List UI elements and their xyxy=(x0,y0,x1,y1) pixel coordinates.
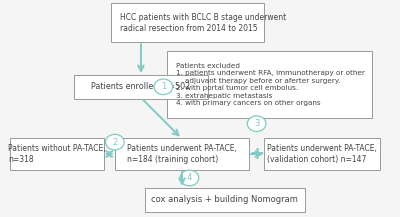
Ellipse shape xyxy=(247,116,266,132)
Text: Patients underwent PA-TACE,
n=184 (training cohort): Patients underwent PA-TACE, n=184 (train… xyxy=(127,144,237,164)
FancyBboxPatch shape xyxy=(167,51,372,118)
Text: HCC patients with BCLC B stage underwent
radical resection from 2014 to 2015: HCC patients with BCLC B stage underwent… xyxy=(120,13,287,33)
Text: 2: 2 xyxy=(112,138,118,147)
FancyBboxPatch shape xyxy=(74,75,208,99)
Text: 4: 4 xyxy=(187,173,192,182)
FancyBboxPatch shape xyxy=(115,138,249,170)
Text: Patients without PA-TACE,
n=318: Patients without PA-TACE, n=318 xyxy=(8,144,106,164)
FancyBboxPatch shape xyxy=(111,3,264,42)
Text: Patients enrolled, n=502: Patients enrolled, n=502 xyxy=(91,82,190,91)
Text: 1: 1 xyxy=(161,82,166,91)
FancyBboxPatch shape xyxy=(264,138,380,170)
Text: 3: 3 xyxy=(254,119,259,128)
FancyBboxPatch shape xyxy=(10,138,104,170)
Text: Patients underwent PA-TACE,
(validation cohort) n=147: Patients underwent PA-TACE, (validation … xyxy=(267,144,377,164)
Text: Patients excluded
1. patients underwent RFA, immunotherapy or other
    adjuvant: Patients excluded 1. patients underwent … xyxy=(176,63,365,106)
Text: cox analysis + building Nomogram: cox analysis + building Nomogram xyxy=(152,195,298,204)
Ellipse shape xyxy=(106,134,124,150)
Ellipse shape xyxy=(154,79,173,95)
Text: +: + xyxy=(249,145,264,163)
Ellipse shape xyxy=(180,170,199,186)
FancyBboxPatch shape xyxy=(145,188,305,212)
